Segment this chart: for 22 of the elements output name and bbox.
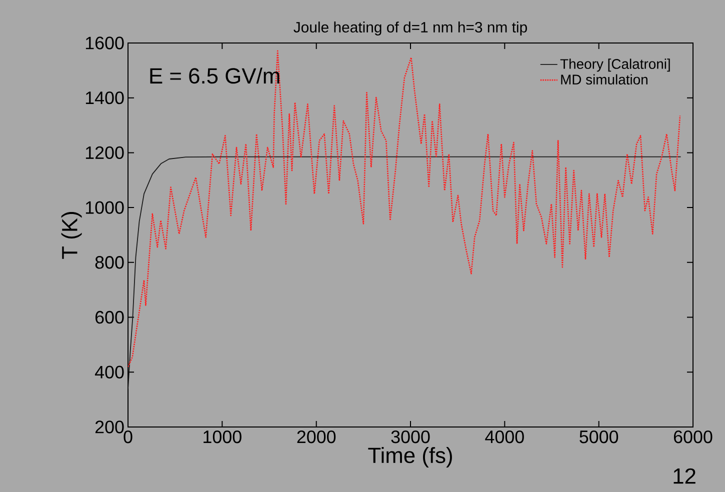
- text: 12: [674, 468, 696, 484]
- x-axis-title: Time (fs): [368, 447, 452, 468]
- legend-label: Theory [Calatroni]: [560, 58, 670, 72]
- x-tick-label: 6000: [674, 430, 712, 444]
- x-tick-label: 4000: [485, 430, 524, 444]
- x-tick-label: 0: [124, 430, 132, 444]
- annotation: E = 6.5 GV/m: [150, 68, 280, 84]
- y-tick-label: 400: [94, 366, 124, 378]
- y-tick-label: 800: [95, 256, 124, 269]
- y-tick-label: 1200: [86, 146, 124, 160]
- y-tick-label: 600: [95, 310, 124, 324]
- x-tick-label: 3000: [391, 430, 430, 444]
- x-tick-label: 5000: [580, 430, 618, 444]
- y-tick-label: 1600: [86, 36, 124, 50]
- y-tick-label: 1400: [86, 91, 124, 104]
- y-axis-title: T (K): [61, 212, 82, 259]
- x-tick-label: 1000: [204, 430, 242, 444]
- y-tick-label: 1000: [86, 201, 124, 214]
- chart-title: Joule heating of d=1 nm h=3 nm tip: [294, 22, 527, 36]
- y-tick-label: 200: [95, 420, 124, 434]
- x-tick-label: 2000: [297, 430, 336, 444]
- legend-label: MD simulation: [561, 74, 648, 85]
